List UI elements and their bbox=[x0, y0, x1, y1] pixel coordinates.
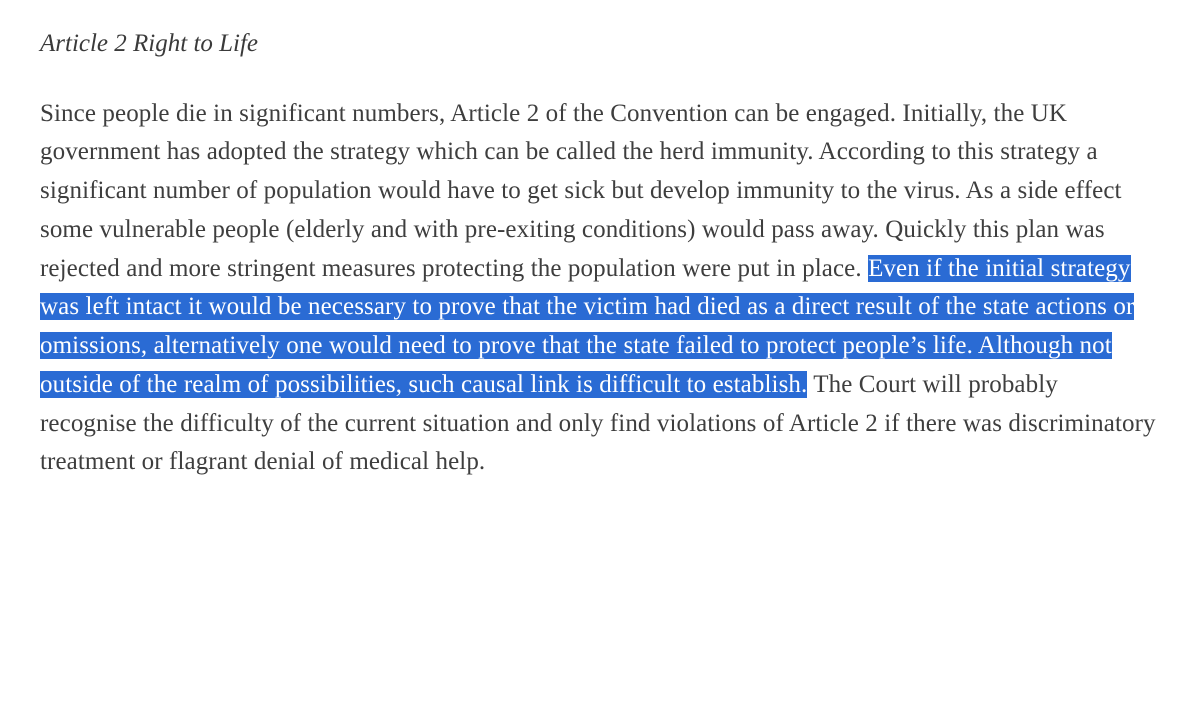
body-paragraph: Since people die in significant numbers,… bbox=[40, 95, 1160, 483]
document-page: Article 2 Right to Life Since people die… bbox=[0, 0, 1200, 527]
section-heading: Article 2 Right to Life bbox=[40, 28, 1160, 61]
